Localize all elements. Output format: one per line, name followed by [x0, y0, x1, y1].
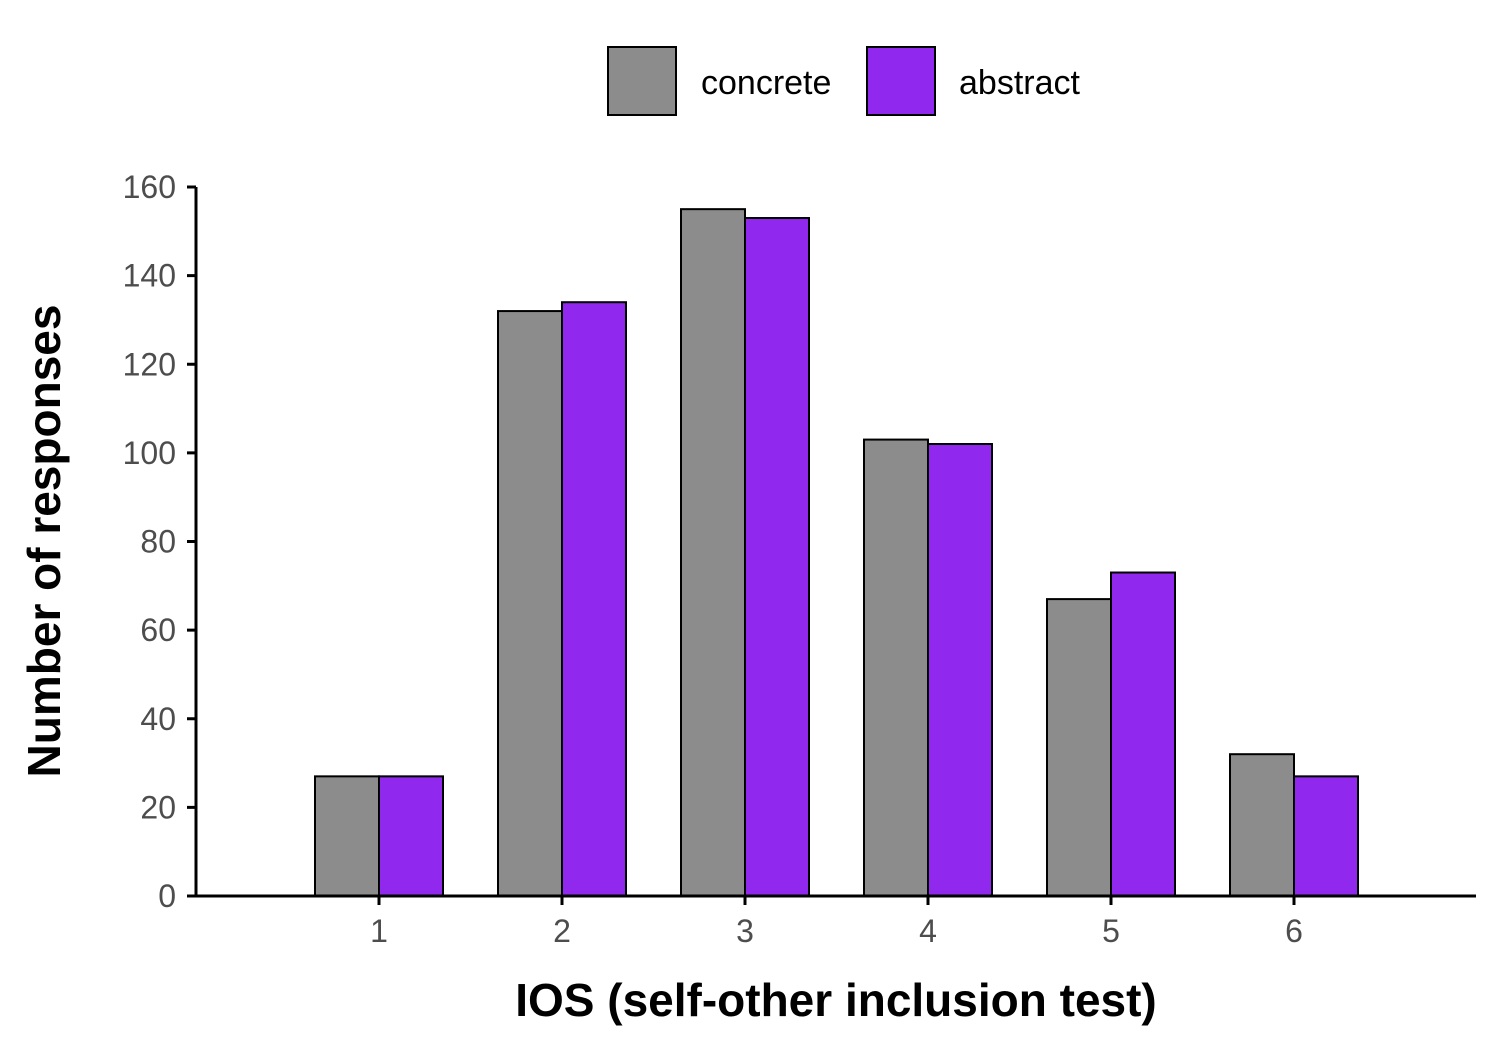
y-tick-label: 80	[140, 524, 176, 560]
y-tick-label: 120	[123, 346, 176, 382]
bar-abstract-1	[378, 775, 444, 898]
x-axis: 1 2 3 4 5 6	[194, 894, 1476, 949]
bar-concrete-4	[863, 438, 929, 897]
y-tick-label: 140	[123, 258, 176, 294]
x-tick-label: 5	[1102, 913, 1120, 949]
bar-abstract-5	[1110, 571, 1176, 897]
y-tick-label: 20	[140, 789, 176, 825]
legend-label-concrete: concrete	[701, 64, 831, 102]
y-tick-label: 60	[140, 612, 176, 648]
bar-abstract-6	[1293, 775, 1359, 898]
bar-concrete-3	[680, 208, 746, 897]
y-axis: 0 20 40 60 80 100 120 140 160	[123, 169, 198, 914]
x-tick-label: 6	[1285, 913, 1303, 949]
legend: concrete abstract	[607, 46, 1080, 116]
x-tick-label: 2	[553, 913, 571, 949]
y-tick-label: 40	[140, 701, 176, 737]
y-axis-title: Number of responses	[18, 305, 70, 778]
legend-key-abstract	[866, 46, 936, 116]
bar-concrete-6	[1229, 753, 1295, 898]
x-tick-label: 4	[919, 913, 937, 949]
bar-abstract-2	[561, 301, 627, 897]
bars-group	[314, 208, 1359, 898]
x-tick-label: 3	[736, 913, 754, 949]
bar-concrete-2	[497, 310, 563, 897]
bar-concrete-1	[314, 775, 380, 898]
y-tick-label: 0	[158, 878, 176, 914]
legend-label-abstract: abstract	[959, 64, 1080, 102]
bar-abstract-4	[927, 443, 993, 897]
bar-abstract-3	[744, 217, 810, 898]
legend-key-concrete	[607, 46, 677, 116]
x-axis-title: IOS (self-other inclusion test)	[515, 974, 1157, 1026]
bar-concrete-5	[1046, 598, 1112, 897]
x-tick-label: 1	[370, 913, 388, 949]
y-tick-label: 100	[123, 435, 176, 471]
y-tick-label: 160	[123, 169, 176, 205]
